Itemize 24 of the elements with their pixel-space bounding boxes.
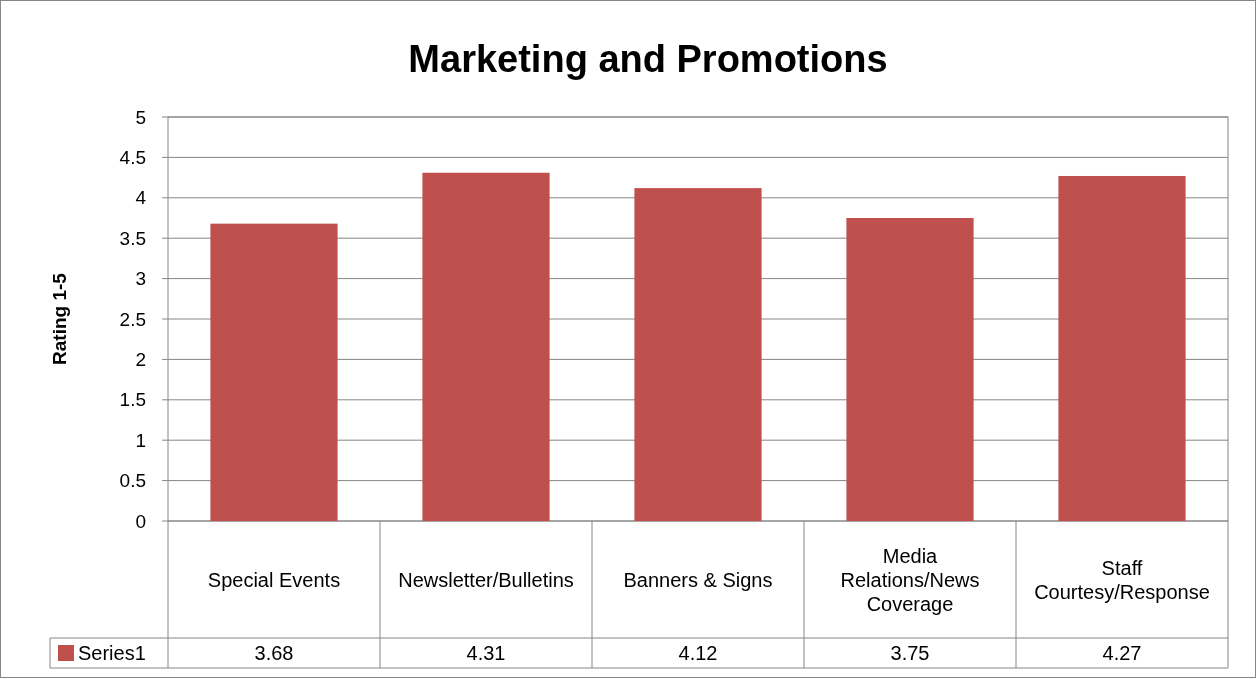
y-tick-label: 1.5 bbox=[119, 389, 146, 411]
data-label: 4.12 bbox=[678, 642, 718, 664]
y-tick-label: 4.5 bbox=[119, 147, 146, 169]
x-tick-label: Special Events bbox=[207, 568, 341, 591]
data-label: 4.27 bbox=[1102, 642, 1142, 664]
x-tick-label: Banners & Signs bbox=[623, 568, 773, 591]
data-label: 3.75 bbox=[890, 642, 930, 664]
y-axis-title: Rating 1-5 bbox=[49, 272, 70, 365]
y-tick-label: 0.5 bbox=[119, 470, 146, 492]
y-tick-label: 5 bbox=[135, 106, 146, 128]
y-tick-label: 2 bbox=[135, 349, 146, 371]
data-label: 3.68 bbox=[254, 642, 294, 664]
chart-title: Marketing and Promotions bbox=[408, 38, 888, 80]
y-tick-label: 2.5 bbox=[119, 308, 146, 330]
data-label: 4.31 bbox=[466, 642, 506, 664]
legend-label: Series1 bbox=[78, 642, 146, 664]
x-tick-label: Media Relations/News Coverage bbox=[840, 544, 980, 615]
y-tick-label: 1 bbox=[135, 429, 146, 451]
y-tick-label: 3 bbox=[135, 268, 146, 290]
y-tick-label: 4 bbox=[135, 187, 147, 209]
x-tick-label: Newsletter/Bulletins bbox=[398, 568, 574, 591]
x-tick-label: Staff Courtesy/Response bbox=[1034, 556, 1210, 603]
y-tick-label: 0 bbox=[135, 510, 146, 532]
y-tick-label: 3.5 bbox=[119, 227, 146, 249]
